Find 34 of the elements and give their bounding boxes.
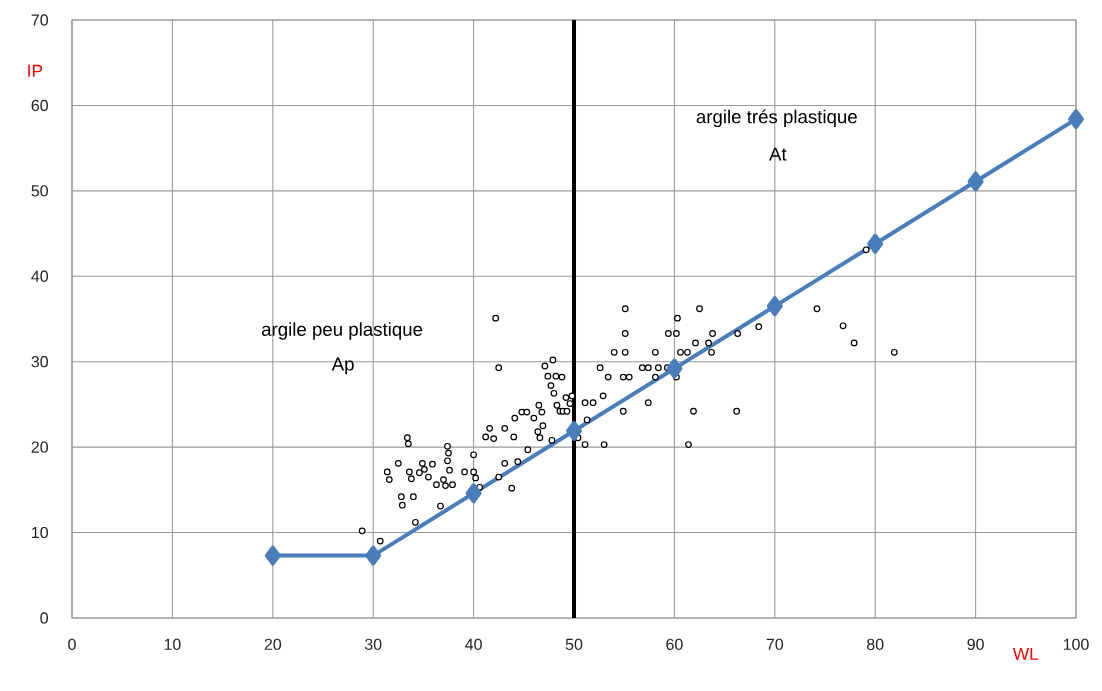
x-tick-label: 20 [264, 638, 282, 651]
x-tick-label: 90 [967, 638, 984, 651]
point [264, 545, 281, 566]
x-axis-title: WL [1012, 647, 1039, 660]
annotation: argile peu plastique [261, 322, 423, 340]
x-tick-label: 10 [164, 638, 181, 651]
point [666, 358, 683, 379]
point [766, 296, 783, 317]
point [1068, 109, 1085, 130]
annotation: argile trés plastique [696, 109, 857, 128]
x-tick-label: 100 [1063, 638, 1089, 651]
annotation: At [769, 147, 787, 161]
point [867, 233, 884, 254]
y-tick-label: 20 [31, 441, 49, 453]
annotation: Ap [331, 357, 354, 375]
y-tick-label: 0 [40, 612, 49, 624]
y-tick-label: 40 [31, 270, 49, 282]
point [465, 483, 482, 504]
x-tick-label: 60 [666, 638, 683, 651]
x-tick-label: 0 [68, 638, 76, 651]
point [566, 420, 583, 441]
point [967, 171, 984, 192]
y-tick-label: 70 [31, 14, 49, 26]
y-axis-title: IP [28, 64, 43, 77]
y-tick-label: 30 [31, 356, 49, 368]
y-tick-label: 60 [31, 99, 49, 112]
x-tick-label: 80 [867, 638, 884, 651]
x-tick-label: 40 [465, 638, 482, 651]
x-tick-label: 70 [766, 638, 784, 651]
point [365, 545, 382, 566]
x-tick-label: 50 [565, 638, 583, 651]
x-tick-label: 30 [364, 638, 382, 651]
y-tick-label: 10 [32, 526, 49, 539]
y-tick-label: 50 [31, 185, 49, 197]
